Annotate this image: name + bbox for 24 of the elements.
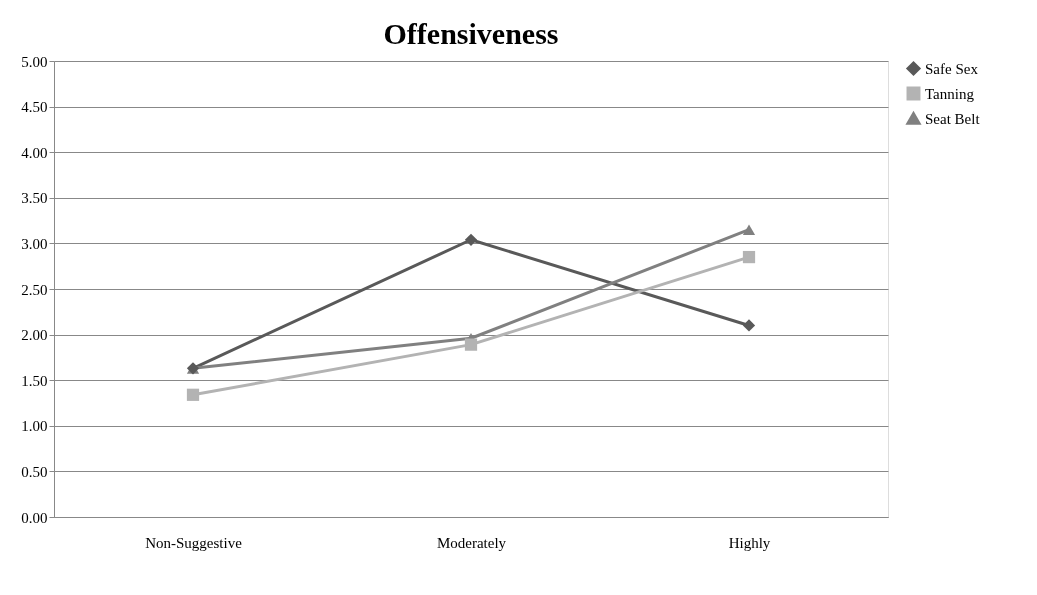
legend-label: Tanning <box>925 85 975 102</box>
legend-label: Seat Belt <box>925 110 981 127</box>
y-tick-label: 2.50 <box>21 281 48 298</box>
y-tick-label: 3.00 <box>21 235 48 252</box>
point <box>742 250 756 264</box>
point <box>464 338 478 351</box>
y-tick-label: 5.00 <box>21 53 48 70</box>
y-tick-label: 0.00 <box>21 509 48 526</box>
y-tick-label: 1.50 <box>21 372 48 389</box>
y-tick-label: 3.50 <box>21 190 48 207</box>
legend-label: Safe Sex <box>925 60 979 77</box>
y-tick-label: 4.50 <box>21 99 48 116</box>
point <box>742 224 756 236</box>
y-tick-label: 4.00 <box>21 144 48 161</box>
y-tick-label: 1.00 <box>21 418 48 435</box>
y-tick-label: 2.00 <box>21 327 48 344</box>
point <box>742 319 756 332</box>
x-tick-label: Highly <box>728 534 771 551</box>
x-tick-label: Moderately <box>436 534 507 551</box>
point <box>464 233 478 246</box>
point <box>186 388 200 401</box>
y-tick-label: 0.50 <box>21 463 48 480</box>
chart-title: Offensiveness <box>383 17 559 50</box>
x-tick-label: Non-Suggestive <box>145 534 243 551</box>
